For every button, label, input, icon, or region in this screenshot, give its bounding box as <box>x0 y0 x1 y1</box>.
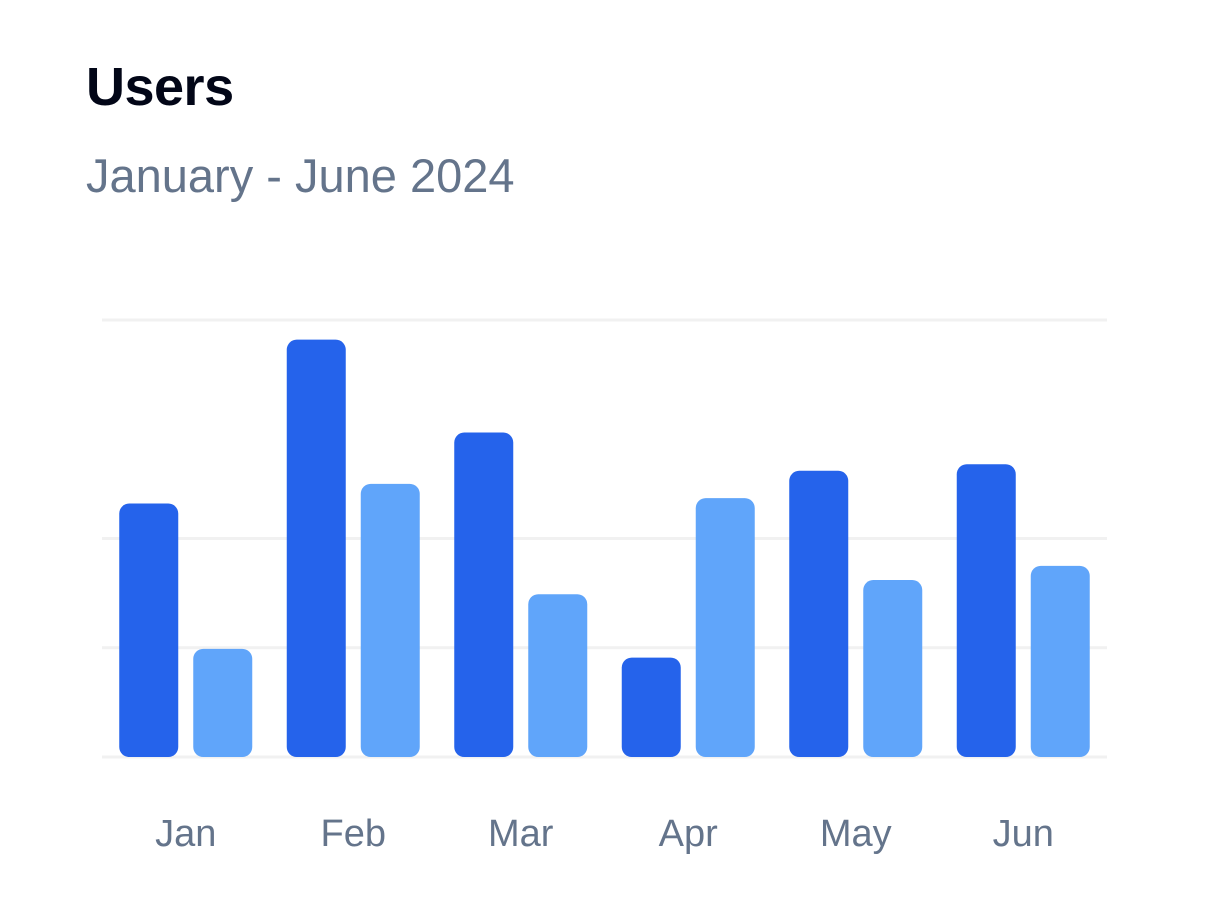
card-subtitle: January - June 2024 <box>86 149 515 202</box>
card-title: Users <box>86 57 234 117</box>
x-tick-label: Feb <box>321 813 386 855</box>
x-tick-label: May <box>820 813 892 855</box>
bar-mar-series-2[interactable] <box>528 594 588 757</box>
x-tick-label: Mar <box>488 813 554 855</box>
bars-layer <box>119 339 1090 757</box>
bar-apr-series-1[interactable] <box>621 657 681 757</box>
x-tick-label: Jun <box>993 813 1054 855</box>
bar-jun-series-2[interactable] <box>1030 565 1090 757</box>
x-tick-label: Apr <box>659 813 718 855</box>
bar-feb-series-1[interactable] <box>286 339 346 757</box>
bar-may-series-1[interactable] <box>789 470 849 757</box>
grid-layer <box>102 318 1107 759</box>
x-tick-label: Jan <box>155 813 216 855</box>
bar-feb-series-2[interactable] <box>360 483 420 757</box>
bar-jun-series-1[interactable] <box>956 464 1016 757</box>
bar-may-series-2[interactable] <box>863 580 923 757</box>
bar-jan-series-2[interactable] <box>193 648 253 757</box>
x-axis-ticks: Jan Feb Mar Apr May Jun <box>155 813 1054 855</box>
bar-mar-series-1[interactable] <box>454 432 514 757</box>
bar-jan-series-1[interactable] <box>119 503 179 757</box>
bar-apr-series-2[interactable] <box>695 498 755 757</box>
